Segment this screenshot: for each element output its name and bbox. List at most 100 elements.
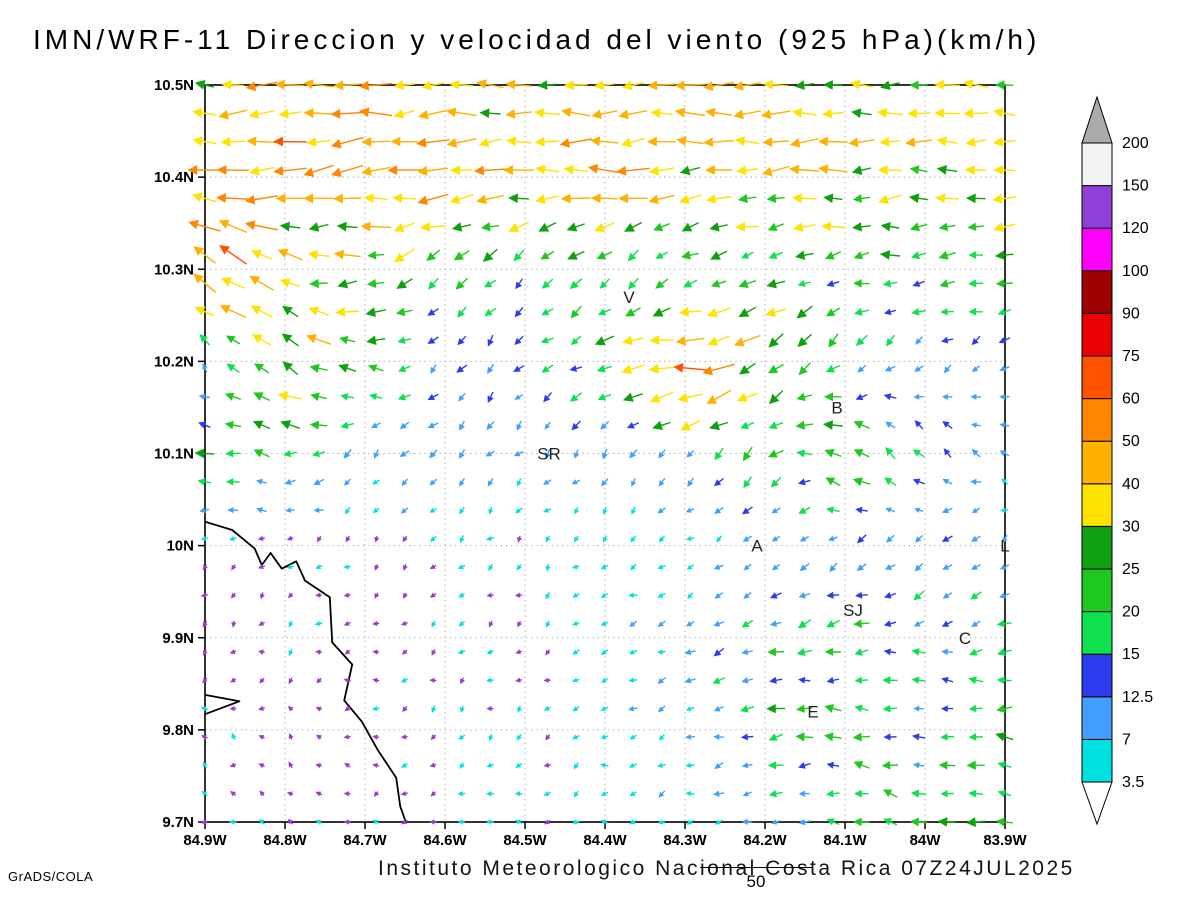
wind-vector bbox=[939, 279, 955, 288]
wind-vector bbox=[968, 251, 983, 259]
wind-vector bbox=[652, 420, 671, 430]
wind-vector bbox=[218, 109, 248, 120]
station-label: A bbox=[751, 537, 763, 556]
wind-vector bbox=[739, 362, 756, 375]
wind-vector bbox=[371, 479, 380, 485]
wind-vector bbox=[877, 165, 903, 175]
wind-vector bbox=[333, 193, 362, 204]
chart-title: IMN/WRF-11 Direccion y velocidad del vie… bbox=[33, 24, 1041, 55]
wind-vector bbox=[714, 506, 724, 515]
wind-vector bbox=[593, 80, 615, 91]
wind-vector bbox=[569, 365, 583, 372]
wind-vector bbox=[545, 535, 551, 543]
wind-vector bbox=[649, 391, 674, 403]
wind-vector bbox=[286, 535, 294, 541]
wind-vector bbox=[566, 222, 585, 232]
wind-vector bbox=[193, 273, 217, 293]
wind-vector bbox=[627, 278, 639, 290]
wind-vector bbox=[571, 620, 580, 626]
wind-vector bbox=[570, 305, 582, 319]
wind-vector bbox=[314, 620, 323, 626]
wind-vector bbox=[453, 250, 470, 261]
wind-vector bbox=[657, 592, 666, 598]
wind-vector bbox=[574, 506, 580, 515]
wind-vector bbox=[855, 393, 868, 401]
wind-vector bbox=[450, 165, 473, 176]
wind-vector bbox=[968, 733, 983, 741]
colorbar-label: 50 bbox=[1122, 433, 1140, 450]
wind-vector bbox=[798, 592, 811, 599]
wind-vector bbox=[648, 364, 675, 374]
y-tick-label: 9.8N bbox=[162, 722, 194, 739]
colorbar-label: 25 bbox=[1122, 561, 1140, 578]
wind-vector bbox=[343, 592, 351, 598]
wind-vector bbox=[714, 819, 723, 825]
wind-vector bbox=[685, 507, 695, 513]
wind-vector bbox=[676, 136, 704, 146]
wind-vector bbox=[913, 620, 924, 627]
wind-vector bbox=[563, 164, 588, 175]
wind-vector bbox=[573, 535, 580, 543]
wind-vector bbox=[628, 705, 638, 712]
wind-vector bbox=[743, 476, 753, 489]
wind-vector bbox=[705, 194, 732, 204]
wind-vector bbox=[710, 250, 728, 260]
wind-vector bbox=[649, 335, 674, 345]
coastline-segment bbox=[204, 694, 241, 716]
colorbar-band bbox=[1081, 611, 1113, 655]
wind-vector bbox=[249, 275, 275, 291]
wind-vector bbox=[283, 449, 297, 458]
wind-vector bbox=[885, 507, 896, 513]
colorbar-band bbox=[1081, 568, 1113, 613]
wind-vector bbox=[202, 761, 208, 769]
reference-vector-line bbox=[700, 867, 812, 868]
wind-vector bbox=[658, 477, 666, 487]
wind-vector bbox=[880, 80, 900, 91]
wind-vector bbox=[316, 535, 322, 543]
wind-vector bbox=[647, 80, 676, 91]
wind-vector bbox=[999, 592, 1010, 599]
wind-vector bbox=[706, 307, 731, 318]
wind-vector bbox=[227, 507, 239, 514]
wind-vector bbox=[628, 677, 638, 683]
wind-vector bbox=[194, 306, 215, 317]
wind-vector bbox=[486, 705, 494, 712]
wind-vector bbox=[474, 165, 506, 176]
wind-vector bbox=[369, 393, 383, 401]
wind-vector bbox=[796, 648, 813, 657]
wind-vector bbox=[487, 334, 494, 347]
wind-vector bbox=[312, 450, 326, 457]
wind-vector bbox=[224, 392, 242, 401]
colorbar-label: 90 bbox=[1122, 305, 1140, 322]
wind-vector bbox=[658, 733, 665, 741]
wind-vector bbox=[515, 278, 523, 290]
wind-vector bbox=[824, 392, 842, 402]
wind-vector bbox=[657, 705, 666, 713]
wind-vector bbox=[544, 819, 551, 825]
wind-vector bbox=[459, 478, 465, 487]
wind-vector bbox=[390, 136, 418, 147]
wind-vector bbox=[514, 819, 523, 825]
wind-vector bbox=[572, 592, 580, 598]
x-tick-label: 84W bbox=[910, 832, 942, 849]
wind-vector bbox=[600, 762, 609, 768]
wind-vector bbox=[258, 735, 265, 740]
wind-vector bbox=[853, 279, 870, 288]
wind-vector bbox=[971, 448, 981, 458]
wind-vector bbox=[968, 279, 984, 288]
wind-vector bbox=[484, 307, 497, 317]
y-tick-label: 10.4N bbox=[154, 169, 194, 186]
wind-vector bbox=[769, 592, 782, 599]
wind-vector bbox=[657, 620, 666, 628]
wind-vector bbox=[288, 677, 294, 685]
wind-vector bbox=[853, 817, 870, 827]
wind-vector bbox=[883, 733, 897, 741]
wind-vector bbox=[792, 222, 816, 232]
wind-vector bbox=[455, 277, 469, 290]
wind-vector bbox=[486, 762, 494, 768]
wind-vector bbox=[798, 762, 811, 769]
wind-vector bbox=[912, 762, 925, 769]
wind-vector bbox=[771, 507, 781, 514]
wind-vector bbox=[679, 165, 701, 176]
wind-vector bbox=[457, 819, 466, 825]
